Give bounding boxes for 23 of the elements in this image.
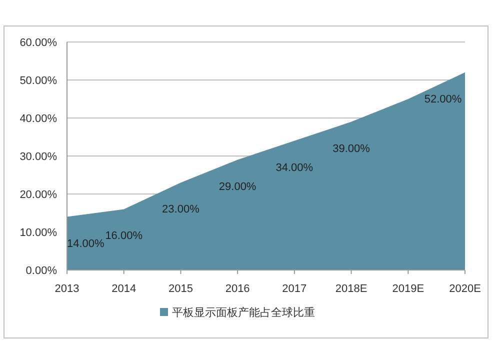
data-label: 39.00% <box>332 142 370 155</box>
y-tick-label: 10.00% <box>20 227 58 239</box>
y-tick-label: 30.00% <box>20 151 58 163</box>
y-tick-label: 50.00% <box>20 75 58 87</box>
data-label: 16.00% <box>105 230 143 242</box>
legend-label: 平板显示面板产能占全球比重 <box>172 306 315 319</box>
x-tick-label: 2014 <box>112 283 136 295</box>
x-tick-label: 2013 <box>54 283 80 295</box>
data-label: 14.00% <box>67 238 105 250</box>
y-tick-label: 20.00% <box>20 189 58 201</box>
data-label: 29.00% <box>218 180 256 193</box>
data-label: 23.00% <box>162 204 200 216</box>
x-tick-label: 2019E <box>392 283 424 295</box>
data-label: 52.00% <box>424 93 462 106</box>
x-tick-label: 2018E <box>335 283 368 295</box>
x-tick-label: 2020E <box>449 283 481 295</box>
y-tick-label: 60.00% <box>20 37 58 49</box>
x-tick-label: 2015 <box>168 283 193 295</box>
y-tick-label: 0.00% <box>26 265 58 277</box>
data-label: 34.00% <box>276 162 314 174</box>
x-tick-label: 2017 <box>282 283 307 295</box>
y-tick-label: 40.00% <box>20 113 58 125</box>
x-tick-label: 2016 <box>225 283 250 295</box>
